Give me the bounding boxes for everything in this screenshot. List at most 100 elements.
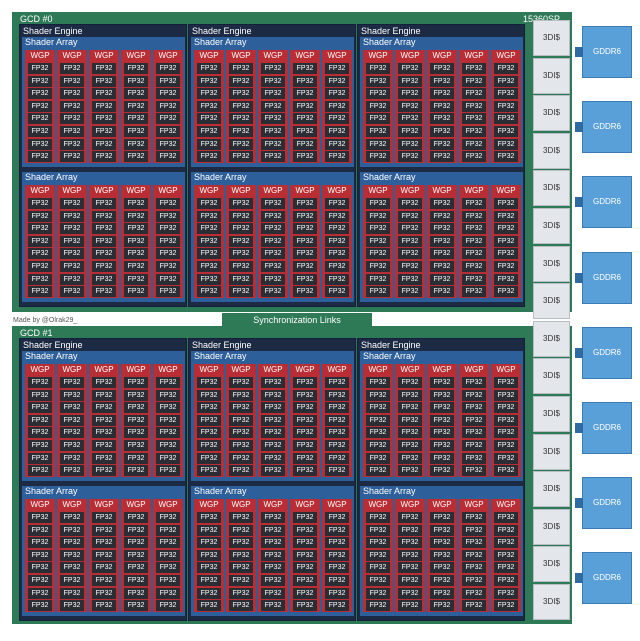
fp32-unit: FP32: [261, 88, 285, 100]
fp32-unit: FP32: [60, 377, 84, 388]
fp32-unit: FP32: [398, 126, 422, 137]
fp32-unit: FP32: [156, 75, 180, 87]
fp32-unit: FP32: [92, 377, 116, 388]
wgp-label: WGP: [432, 500, 452, 509]
shader-engine: Shader Engine Shader Array WGP FP32 FP32 FP32…: [357, 24, 525, 307]
fp32-unit: FP32: [366, 562, 390, 574]
fp32-unit: FP32: [494, 452, 518, 464]
wgp-label: WGP: [94, 51, 114, 60]
fp32-unit: FP32: [261, 75, 285, 87]
fp32-unit: FP32: [28, 198, 52, 209]
fp32-unit: FP32: [197, 414, 221, 426]
fp32-unit: FP32: [60, 248, 84, 260]
fp32-unit: FP32: [366, 549, 390, 561]
fp32-unit: FP32: [398, 575, 422, 586]
fp32-unit: FP32: [28, 248, 52, 260]
memory-link: [575, 347, 583, 358]
fp32-unit: FP32: [366, 75, 390, 87]
fp32-unit: FP32: [325, 210, 349, 222]
fp32-unit: FP32: [325, 427, 349, 439]
fp32-unit: FP32: [398, 549, 422, 561]
fp32-unit: FP32: [366, 452, 390, 464]
shader-array-label: Shader Array: [25, 172, 78, 182]
wgp-unit: WGP FP32 FP32 FP32 FP32 FP32 FP32 FP32 FP32: [459, 364, 489, 477]
fp32-unit: FP32: [430, 414, 454, 426]
fp32-unit: FP32: [28, 562, 52, 574]
wgp-unit: WGP FP32 FP32 FP32 FP32 FP32 FP32 FP32 FP32: [395, 499, 425, 612]
fp32-unit: FP32: [398, 210, 422, 222]
fp32-unit: FP32: [92, 402, 116, 414]
wgp-unit: WGP FP32 FP32 FP32 FP32 FP32 FP32 FP32 FP32: [25, 499, 55, 612]
fp32-unit: FP32: [60, 75, 84, 87]
fp32-unit: FP32: [462, 198, 486, 209]
fp32-unit: FP32: [60, 235, 84, 247]
fp32-unit: FP32: [28, 537, 52, 549]
fp32-unit: FP32: [124, 452, 148, 464]
fp32-unit: FP32: [28, 427, 52, 439]
fp32-unit: FP32: [325, 88, 349, 100]
fp32-unit: FP32: [494, 223, 518, 235]
wgp-unit: WGP FP32 FP32 FP32 FP32 FP32 FP32 FP32 FP32: [459, 499, 489, 612]
fp32-unit: FP32: [366, 100, 390, 112]
fp32-unit: FP32: [261, 286, 285, 298]
fp32-unit: FP32: [261, 273, 285, 285]
fp32-unit: FP32: [261, 537, 285, 549]
fp32-unit: FP32: [28, 88, 52, 100]
fp32-unit: FP32: [261, 138, 285, 150]
shader-engine-label: Shader Engine: [23, 340, 83, 350]
fp32-unit: FP32: [494, 427, 518, 439]
fp32-unit: FP32: [229, 389, 253, 401]
wgp-label: WGP: [126, 186, 146, 195]
wgp-unit: WGP FP32 FP32 FP32 FP32 FP32 FP32 FP32 FP32: [290, 185, 320, 298]
fp32-unit: FP32: [92, 75, 116, 87]
wgp-label: WGP: [126, 51, 146, 60]
fp32-unit: FP32: [261, 63, 285, 74]
fp32-unit: FP32: [494, 440, 518, 451]
fp32-unit: FP32: [366, 512, 390, 523]
fp32-unit: FP32: [229, 100, 253, 112]
fp32-unit: FP32: [366, 440, 390, 451]
fp32-unit: FP32: [366, 235, 390, 247]
fp32-unit: FP32: [398, 389, 422, 401]
shader-engine: Shader Engine Shader Array WGP FP32 FP32 FP32…: [19, 24, 187, 307]
fp32-unit: FP32: [366, 210, 390, 222]
fp32-unit: FP32: [462, 452, 486, 464]
wgp-label: WGP: [62, 51, 82, 60]
memory-link: [575, 47, 583, 57]
fp32-unit: FP32: [325, 248, 349, 260]
fp32-unit: FP32: [366, 465, 390, 477]
fp32-unit: FP32: [124, 235, 148, 247]
fp32-unit: FP32: [197, 248, 221, 260]
shader-array-label: Shader Array: [194, 351, 247, 361]
fp32-unit: FP32: [366, 402, 390, 414]
fp32-unit: FP32: [156, 402, 180, 414]
fp32-unit: FP32: [293, 273, 317, 285]
wgp-label: WGP: [126, 365, 146, 374]
fp32-unit: FP32: [325, 549, 349, 561]
fp32-unit: FP32: [156, 138, 180, 150]
wgp-unit: WGP FP32 FP32 FP32 FP32 FP32 FP32 FP32 FP32: [25, 185, 55, 298]
fp32-unit: FP32: [494, 75, 518, 87]
fp32-unit: FP32: [261, 587, 285, 599]
fp32-unit: FP32: [293, 100, 317, 112]
wgp-unit: WGP FP32 FP32 FP32 FP32 FP32 FP32 FP32 FP32: [459, 50, 489, 163]
fp32-unit: FP32: [229, 427, 253, 439]
fp32-unit: FP32: [156, 414, 180, 426]
shader-array: Shader Array WGP FP32 FP32 FP32 FP32 FP32 FP32 F…: [191, 37, 354, 167]
fp32-unit: FP32: [398, 100, 422, 112]
gddr6-module: GDDR6: [582, 402, 632, 454]
fp32-unit: FP32: [28, 151, 52, 163]
fp32-unit: FP32: [156, 151, 180, 163]
fp32-unit: FP32: [28, 414, 52, 426]
fp32-unit: FP32: [156, 261, 180, 272]
fp32-unit: FP32: [28, 223, 52, 235]
fp32-unit: FP32: [261, 512, 285, 523]
fp32-unit: FP32: [229, 377, 253, 388]
shader-array: Shader Array WGP FP32 FP32 FP32 FP32 FP32 FP32 F…: [360, 172, 523, 302]
fp32-unit: FP32: [261, 126, 285, 137]
wgp-unit: WGP FP32 FP32 FP32 FP32 FP32 FP32 FP32 FP32: [322, 50, 352, 163]
infinity-cache-block: 3DI$: [533, 546, 570, 583]
fp32-unit: FP32: [92, 389, 116, 401]
fp32-unit: FP32: [60, 575, 84, 586]
fp32-unit: FP32: [60, 427, 84, 439]
